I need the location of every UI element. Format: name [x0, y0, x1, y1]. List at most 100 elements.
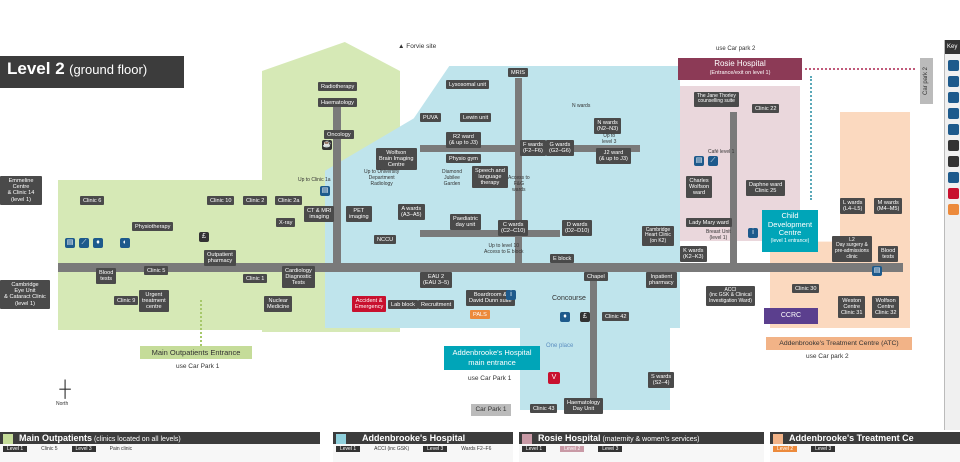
bottom-item: Pain clinic — [109, 446, 133, 452]
nuclear-medicine[interactable]: Nuclear Medicine — [264, 296, 293, 312]
oncology[interactable]: Oncology — [324, 130, 354, 140]
blood-tests[interactable]: Blood tests — [96, 268, 117, 284]
cambridge-heart-clinic[interactable]: Cambridge Heart Clinic (on K2) — [642, 226, 674, 247]
x-ray[interactable]: X-ray — [276, 218, 296, 228]
bottom-rosie-title: Rosie Hospital — [538, 433, 601, 443]
clinic-2a[interactable]: Clinic 2a — [275, 196, 303, 206]
legend-cafe-icon — [948, 140, 959, 151]
pals[interactable]: PALS — [470, 310, 490, 320]
d-wards[interactable]: D wards (D2–D10) — [562, 220, 593, 236]
main-corridor — [58, 263, 903, 272]
m-wards[interactable]: M wards (M4–M5) — [874, 198, 903, 214]
r2-ward[interactable]: R2 ward (& up to J3) — [446, 132, 481, 148]
n-wards[interactable]: N wards (N2–N3) — [594, 118, 622, 134]
ct-mri-imaging[interactable]: CT & MRI imaging — [304, 206, 335, 222]
clinic-43[interactable]: Clinic 43 — [530, 404, 558, 414]
bottom-panel-outpatients-header: Main Outpatients (clinics located on all… — [0, 432, 320, 444]
eau-2[interactable]: EAU 2 (EAU 3–5) — [420, 272, 453, 288]
lab-block[interactable]: Lab block — [388, 300, 418, 310]
wolfson-brain-imaging-centre[interactable]: Wolfson Brain Imaging Centre — [376, 148, 417, 171]
a-wards[interactable]: A wards (A3–A5) — [398, 204, 425, 220]
cambridge-eye-unit-exit[interactable]: Cambridge Eye Unit & Cataract Clinic (le… — [0, 280, 50, 309]
legend-v-icon — [948, 188, 959, 199]
corridor-concourse-south — [590, 270, 597, 400]
g-wards[interactable]: G wards (G2–G6) — [546, 140, 574, 156]
k-wards[interactable]: K wards (K2–K3) — [680, 246, 707, 262]
addenbrookes-main-entrance[interactable]: Addenbrooke's Hospital main entrance — [444, 346, 540, 370]
cash-machine-icon: £ — [199, 232, 209, 242]
clinic-2[interactable]: Clinic 2 — [243, 196, 268, 206]
puva[interactable]: PUVA — [420, 113, 441, 123]
chapel[interactable]: Chapel — [584, 272, 608, 282]
car-park-1-tag[interactable]: Car Park 1 — [471, 404, 511, 416]
rosie-hospital-sub: (Entrance/exit on level 1) — [709, 70, 771, 76]
clinic-42[interactable]: Clinic 42 — [602, 312, 630, 322]
physio-gym[interactable]: Physio gym — [446, 154, 481, 164]
main-outpatients-entrance[interactable]: Main Outpatients Entrance — [140, 346, 252, 359]
recruitment[interactable]: Recruitment — [418, 300, 455, 310]
car-park-2-tag[interactable]: Car park 2 — [920, 58, 933, 104]
cash-machine-icon-concourse: £ — [580, 312, 590, 322]
cardiology-diagnostic-tests[interactable]: Cardiology Diagnostic Tests — [282, 266, 315, 289]
clinic-30[interactable]: Clinic 30 — [792, 284, 820, 294]
atc-entrance[interactable]: Addenbrooke's Treatment Centre (ATC) — [766, 337, 912, 350]
clinic-6[interactable]: Clinic 6 — [80, 196, 105, 206]
level-tag: Level 1 — [3, 446, 28, 452]
daphne-ward-clinic-25[interactable]: Daphne ward Clinic 25 — [746, 180, 786, 196]
level-tag: Level 1 — [336, 446, 361, 452]
legend-info-icon — [948, 172, 959, 183]
lewin-unit[interactable]: Lewin unit — [460, 113, 492, 123]
mris[interactable]: MRIS — [508, 68, 528, 78]
outpatient-pharmacy[interactable]: Outpatient pharmacy — [204, 250, 236, 266]
bottom-item: Wards F2–F6 — [461, 446, 492, 452]
inpatient-pharmacy[interactable]: Inpatient pharmacy — [646, 272, 677, 288]
child-development-centre-sub: (level 1 entrance) — [770, 237, 810, 244]
rosie-link-dotted — [805, 68, 915, 70]
bottom-outpatients-sub: (clinics located on all levels) — [92, 436, 181, 443]
radiotherapy[interactable]: Radiotherapy — [318, 82, 358, 92]
lady-mary-ward[interactable]: Lady Mary ward — [686, 218, 732, 228]
clinic-1[interactable]: Clinic 1 — [243, 274, 268, 284]
weston-centre-clinic-31[interactable]: Weston Centre Clinic 31 — [838, 296, 866, 319]
urgent-treatment-centre[interactable]: Urgent treatment centre — [139, 290, 169, 313]
boardroom-david-dunn-suite[interactable]: Boardroom & David Dunn suite — [466, 290, 515, 306]
clinic-5[interactable]: Clinic 5 — [144, 266, 169, 276]
e-block[interactable]: E block — [550, 254, 575, 264]
charles-wolfson-ward[interactable]: Charles Wolfson ward — [686, 176, 713, 199]
lysosomal-unit[interactable]: Lysosomal unit — [446, 80, 490, 90]
ccrc[interactable]: CCRC — [764, 308, 818, 324]
blood-tests-atc[interactable]: Blood tests — [878, 246, 899, 262]
physiotherapy[interactable]: Physiotherapy — [132, 222, 174, 232]
bottom-panel-atc: Addenbrooke's Treatment Ce Level 2 Level … — [770, 432, 960, 462]
page-title-sub: (ground floor) — [69, 62, 148, 77]
haematology[interactable]: Haematology — [318, 98, 357, 108]
clinic-22[interactable]: Clinic 22 — [752, 104, 780, 114]
clinic-10[interactable]: Clinic 10 — [207, 196, 235, 206]
speech-language-therapy[interactable]: Speech and language therapy — [472, 166, 508, 189]
s-wards[interactable]: S wards (S2–4) — [648, 372, 675, 388]
north-arrow-icon: ┼ — [59, 381, 71, 398]
pet-imaging[interactable]: PET imaging — [346, 206, 372, 222]
clinic-9[interactable]: Clinic 9 — [114, 296, 139, 306]
c-wards[interactable]: C wards (C2–C10) — [498, 220, 529, 236]
haematology-day-unit[interactable]: Haematology Day Unit — [564, 398, 603, 414]
l-wards[interactable]: L wards (L4–L5) — [840, 198, 866, 214]
paediatric-day-unit[interactable]: Paediatric day unit — [450, 214, 481, 230]
child-development-centre[interactable]: Child Development Centre (level 1 entran… — [762, 210, 818, 252]
accident-emergency[interactable]: Accident & Emergency — [352, 296, 387, 312]
cafe-icon: ☕ — [322, 140, 332, 150]
l2-day-surgery[interactable]: L2 Day surgery & pre-admissions clinic — [832, 236, 872, 263]
bottom-panel-rosie: Rosie Hospital (maternity & women's serv… — [519, 432, 764, 462]
use-car-park-2-atc: use Car park 2 — [806, 353, 849, 360]
j2-ward[interactable]: J2 ward (& up to J3) — [596, 148, 631, 164]
emmeline-centre-exit[interactable]: Emmeline Centre & Clinic 14 (level 1) — [0, 176, 42, 205]
f-wards[interactable]: F wards (F2–F6) — [520, 140, 546, 156]
one-place-label: One place — [546, 343, 574, 349]
nccu[interactable]: NCCU — [374, 235, 397, 245]
breast-unit: Breast Unit (level 1) — [706, 229, 731, 241]
jane-thorley-counselling-suite[interactable]: The Jane Thorley counselling suite — [694, 92, 739, 107]
wolfson-centre-clinic-32[interactable]: Wolfson Centre Clinic 32 — [872, 296, 900, 319]
acci[interactable]: ACCI (inc GSK & Clinical Investigation W… — [706, 286, 755, 307]
forvie-site-text: Forvie site — [406, 43, 437, 50]
